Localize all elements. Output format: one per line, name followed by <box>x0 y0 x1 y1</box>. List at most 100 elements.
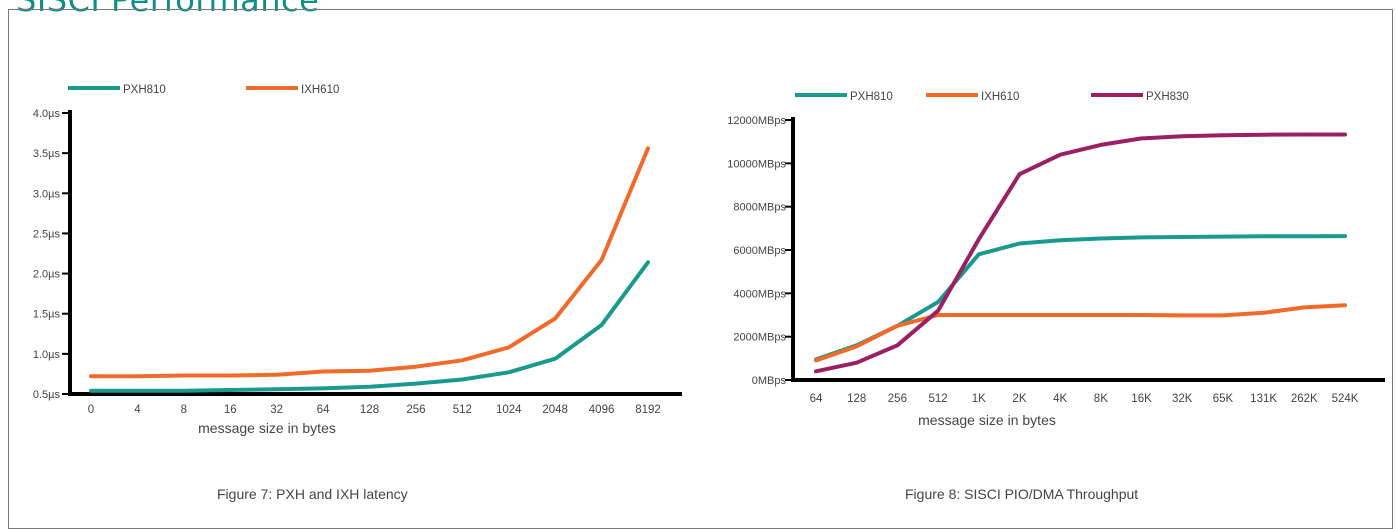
chart2-data-point <box>936 313 940 317</box>
chart1-data-point <box>599 323 604 327</box>
chart1-y-tick-label: 1.0µs <box>33 349 61 361</box>
chart1-y-tick-label: 4.0µs <box>33 108 61 120</box>
chart1-data-point <box>507 370 511 374</box>
chart1-y-tick-label: 0.5µs <box>33 389 61 401</box>
chart1-x-tick-label: 8192 <box>635 404 661 416</box>
chart2-legend-label: IXH610 <box>981 91 1019 103</box>
chart1-y-tick-label: 2.0µs <box>33 269 61 281</box>
chart2-data-point <box>1099 236 1103 241</box>
figure-7-caption: Figure 7: PXH and IXH latency <box>217 486 408 502</box>
chart1-x-tick-label: 32 <box>270 404 283 416</box>
chart2-data-point <box>1262 133 1266 137</box>
chart2-data-point <box>814 369 818 373</box>
chart1-y-tick-label: 2.5µs <box>33 228 61 240</box>
chart2-data-point <box>1180 235 1184 239</box>
chart2-data-point <box>855 344 859 349</box>
chart1-data-point <box>135 374 140 378</box>
chart1-x-axis-title: message size in bytes <box>198 420 336 436</box>
chart2-data-point <box>1221 234 1225 239</box>
chart1-x-tick-label: 1024 <box>496 404 522 416</box>
chart1-data-point <box>553 357 557 361</box>
chart1-data-point <box>321 369 325 374</box>
chart2-data-point <box>895 343 899 347</box>
chart2-x-tick-label: 512 <box>928 393 947 405</box>
chart2-data-point <box>936 309 940 313</box>
chart1-data-point <box>553 316 557 321</box>
chart2-x-axis-title: message size in bytes <box>918 412 1056 428</box>
chart2-data-point <box>1221 313 1225 318</box>
chart2-data-point <box>1180 134 1184 138</box>
chart1-x-tick-label: 2048 <box>542 404 568 416</box>
chart2-y-tick-label: 10000MBps <box>727 158 786 170</box>
chart1-data-point <box>275 373 279 377</box>
chart2-data-point <box>814 358 818 363</box>
chart2-data-point <box>1058 153 1062 157</box>
chart2-data-point <box>977 313 981 317</box>
chart2-x-tick-label: 128 <box>847 393 866 405</box>
chart2-series-line-pxh830 <box>814 132 1347 374</box>
chart2-series-line-ixh610 <box>814 303 1347 363</box>
chart2-data-point <box>1343 234 1347 238</box>
chart2-data-point <box>855 361 859 365</box>
chart2-data-point <box>1017 172 1022 176</box>
chart2-data-point <box>1343 132 1347 137</box>
chart2-series-line-pxh810 <box>814 234 1347 362</box>
chart2-x-tick-label: 16K <box>1131 393 1152 405</box>
chart2-x-tick-label: 131K <box>1250 393 1277 405</box>
chart1-legend-label: IXH610 <box>301 84 339 96</box>
chart2-data-point <box>1302 132 1306 137</box>
chart1-x-tick-label: 4096 <box>589 404 615 416</box>
chart2-data-point <box>1017 313 1022 317</box>
chart2-x-tick-label: 8K <box>1094 393 1108 405</box>
chart1-x-tick-label: 0 <box>88 404 94 416</box>
chart2-data-point <box>1017 241 1022 246</box>
chart2-data-point <box>1343 303 1347 307</box>
chart2-data-point <box>1221 133 1225 137</box>
chart2-x-tick-label: 64 <box>810 393 823 405</box>
chart2-x-tick-label: 2K <box>1012 393 1026 405</box>
figure-8-caption: Figure 8: SISCI PIO/DMA Throughput <box>905 486 1139 502</box>
chart2-data-point <box>1099 143 1103 147</box>
chart1-data-point <box>228 388 232 392</box>
chart2-x-tick-label: 256 <box>888 393 907 405</box>
chart2-data-point <box>1180 313 1184 318</box>
chart2-data-point <box>977 237 981 241</box>
chart2-data-point <box>1058 313 1062 317</box>
chart2-data-point <box>1139 235 1144 240</box>
chart2-data-point <box>1058 238 1062 242</box>
chart1-data-point <box>321 386 325 390</box>
chart2-data-point <box>1302 234 1306 238</box>
chart1-data-point <box>460 358 464 362</box>
chart1-data-point <box>182 389 186 393</box>
chart2-legend-label: PXH830 <box>1146 91 1189 103</box>
chart1-data-point <box>89 374 93 378</box>
chart1-data-point <box>135 389 140 393</box>
chart1-x-tick-label: 4 <box>134 404 141 416</box>
chart2-data-point <box>1302 305 1306 310</box>
chart1-x-tick-label: 256 <box>406 404 425 416</box>
chart1-data-point <box>367 369 372 373</box>
chart1-y-tick-label: 1.5µs <box>33 309 61 321</box>
chart2-legend-label: PXH810 <box>850 91 893 103</box>
chart1-data-point <box>507 345 511 350</box>
chart2-y-tick-label: 2000MBps <box>733 332 786 344</box>
chart2-x-tick-label: 65K <box>1213 393 1234 405</box>
chart2-data-point <box>1139 313 1144 317</box>
chart1-data-point <box>414 365 418 369</box>
chart1-data-point <box>646 146 650 150</box>
chart2-x-tick-label: 4K <box>1053 393 1067 405</box>
chart1-x-tick-label: 64 <box>317 404 330 416</box>
chart2-x-tick-label: 32K <box>1172 393 1193 405</box>
chart2-data-point <box>1262 234 1266 238</box>
chart2-data-point <box>1139 136 1144 141</box>
chart1-x-tick-label: 512 <box>453 404 472 416</box>
chart2-data-point <box>895 324 899 328</box>
chart1-x-tick-label: 128 <box>360 404 379 416</box>
chart2-x-tick-label: 262K <box>1291 393 1318 405</box>
chart1-data-point <box>414 381 418 386</box>
chart2-y-tick-label: 6000MBps <box>733 245 786 257</box>
chart2-data-point <box>1099 313 1103 317</box>
throughput-chart: 0MBps 2000MBps 4000MBps 6000MBps 8000MBps 100… <box>727 91 1385 428</box>
chart1-data-point <box>367 385 372 389</box>
chart1-x-tick-label: 8 <box>181 404 187 416</box>
